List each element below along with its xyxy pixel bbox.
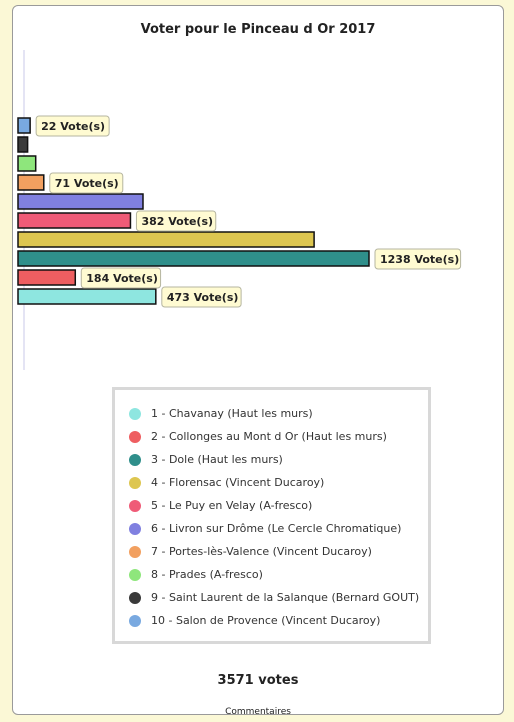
bar-6[interactable] — [17, 193, 144, 210]
legend-swatch — [129, 500, 141, 512]
bar-7[interactable] — [17, 174, 45, 191]
legend-label: 2 - Collonges au Mont d Or (Haut les mur… — [151, 430, 387, 443]
chart-legend: 1 - Chavanay (Haut les murs) 2 - Collonge… — [112, 387, 431, 644]
data-label-7: 71 Vote(s) — [49, 172, 124, 194]
legend-swatch — [129, 454, 141, 466]
bar-5[interactable] — [17, 212, 132, 229]
svg-text:473 Vote(s): 473 Vote(s) — [167, 291, 239, 304]
bar-10[interactable] — [17, 117, 31, 134]
comments-link[interactable]: Commentaires — [225, 707, 291, 717]
legend-label: 3 - Dole (Haut les murs) — [151, 453, 283, 466]
legend-swatch — [129, 523, 141, 535]
svg-text:1238 Vote(s): 1238 Vote(s) — [380, 253, 459, 266]
bar-8[interactable] — [17, 155, 37, 172]
legend-label: 7 - Portes-lès-Valence (Vincent Ducaroy) — [151, 545, 372, 558]
data-label-1: 473 Vote(s) — [161, 286, 242, 308]
svg-text:22 Vote(s): 22 Vote(s) — [41, 120, 105, 133]
legend-label: 4 - Florensac (Vincent Ducaroy) — [151, 476, 325, 489]
data-label-2: 184 Vote(s) — [80, 267, 162, 289]
legend-label: 1 - Chavanay (Haut les murs) — [151, 407, 313, 420]
legend-swatch — [129, 615, 141, 627]
svg-text:382 Vote(s): 382 Vote(s) — [141, 215, 213, 228]
legend-label: 8 - Prades (A-fresco) — [151, 568, 263, 581]
chart-title: Voter pour le Pinceau d Or 2017 — [140, 22, 376, 37]
bar-2[interactable] — [17, 269, 77, 286]
vote-total: 3571 votes — [217, 673, 299, 688]
legend-label: 5 - Le Puy en Velay (A-fresco) — [151, 499, 313, 512]
poll-card: Voter pour le Pinceau d Or 2017 1 - Chav… — [12, 5, 504, 717]
svg-text:184 Vote(s): 184 Vote(s) — [86, 272, 158, 285]
legend-swatch — [129, 546, 141, 558]
legend-label: 9 - Saint Laurent de la Salanque (Bernar… — [151, 591, 420, 604]
bar-4[interactable] — [17, 231, 315, 248]
legend-label: 6 - Livron sur Drôme (Le Cercle Chromati… — [151, 522, 402, 535]
legend-swatch — [129, 592, 141, 604]
data-label-10: 22 Vote(s) — [35, 115, 110, 137]
legend-swatch — [129, 408, 141, 420]
svg-text:71 Vote(s): 71 Vote(s) — [55, 177, 119, 190]
data-label-3: 1238 Vote(s) — [374, 248, 462, 270]
legend-swatch — [129, 477, 141, 489]
bar-9[interactable] — [17, 136, 29, 153]
legend-label: 10 - Salon de Provence (Vincent Ducaroy) — [151, 614, 381, 627]
data-label-5: 382 Vote(s) — [135, 210, 217, 232]
legend-swatch — [129, 569, 141, 581]
bar-1[interactable] — [17, 288, 157, 305]
bar-3[interactable] — [17, 250, 370, 267]
legend-swatch — [129, 431, 141, 443]
